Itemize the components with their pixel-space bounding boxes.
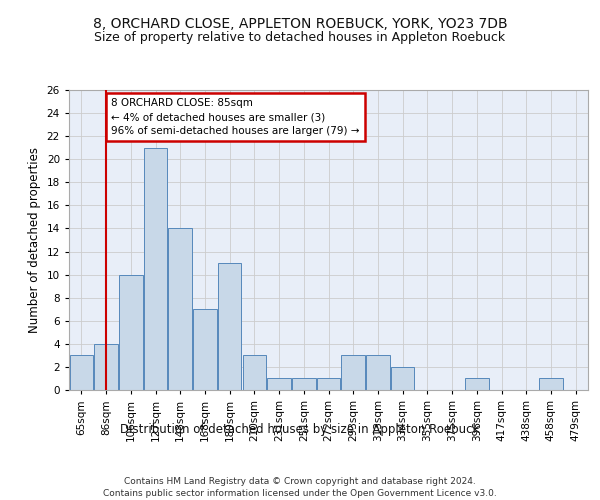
Text: 8 ORCHARD CLOSE: 85sqm
← 4% of detached houses are smaller (3)
96% of semi-detac: 8 ORCHARD CLOSE: 85sqm ← 4% of detached … xyxy=(111,98,359,136)
Bar xyxy=(317,378,340,390)
Bar xyxy=(391,367,415,390)
Bar xyxy=(539,378,563,390)
Bar xyxy=(119,274,143,390)
Bar xyxy=(341,356,365,390)
Bar xyxy=(144,148,167,390)
Bar xyxy=(218,263,241,390)
Text: 8, ORCHARD CLOSE, APPLETON ROEBUCK, YORK, YO23 7DB: 8, ORCHARD CLOSE, APPLETON ROEBUCK, YORK… xyxy=(92,18,508,32)
Bar xyxy=(94,344,118,390)
Bar xyxy=(268,378,291,390)
Bar xyxy=(193,309,217,390)
Bar xyxy=(366,356,389,390)
Text: Size of property relative to detached houses in Appleton Roebuck: Size of property relative to detached ho… xyxy=(94,31,506,44)
Y-axis label: Number of detached properties: Number of detached properties xyxy=(28,147,41,333)
Text: Distribution of detached houses by size in Appleton Roebuck: Distribution of detached houses by size … xyxy=(121,422,479,436)
Bar xyxy=(465,378,488,390)
Bar xyxy=(242,356,266,390)
Bar xyxy=(292,378,316,390)
Text: Contains HM Land Registry data © Crown copyright and database right 2024.: Contains HM Land Registry data © Crown c… xyxy=(124,478,476,486)
Bar xyxy=(70,356,93,390)
Bar xyxy=(169,228,192,390)
Text: Contains public sector information licensed under the Open Government Licence v3: Contains public sector information licen… xyxy=(103,489,497,498)
